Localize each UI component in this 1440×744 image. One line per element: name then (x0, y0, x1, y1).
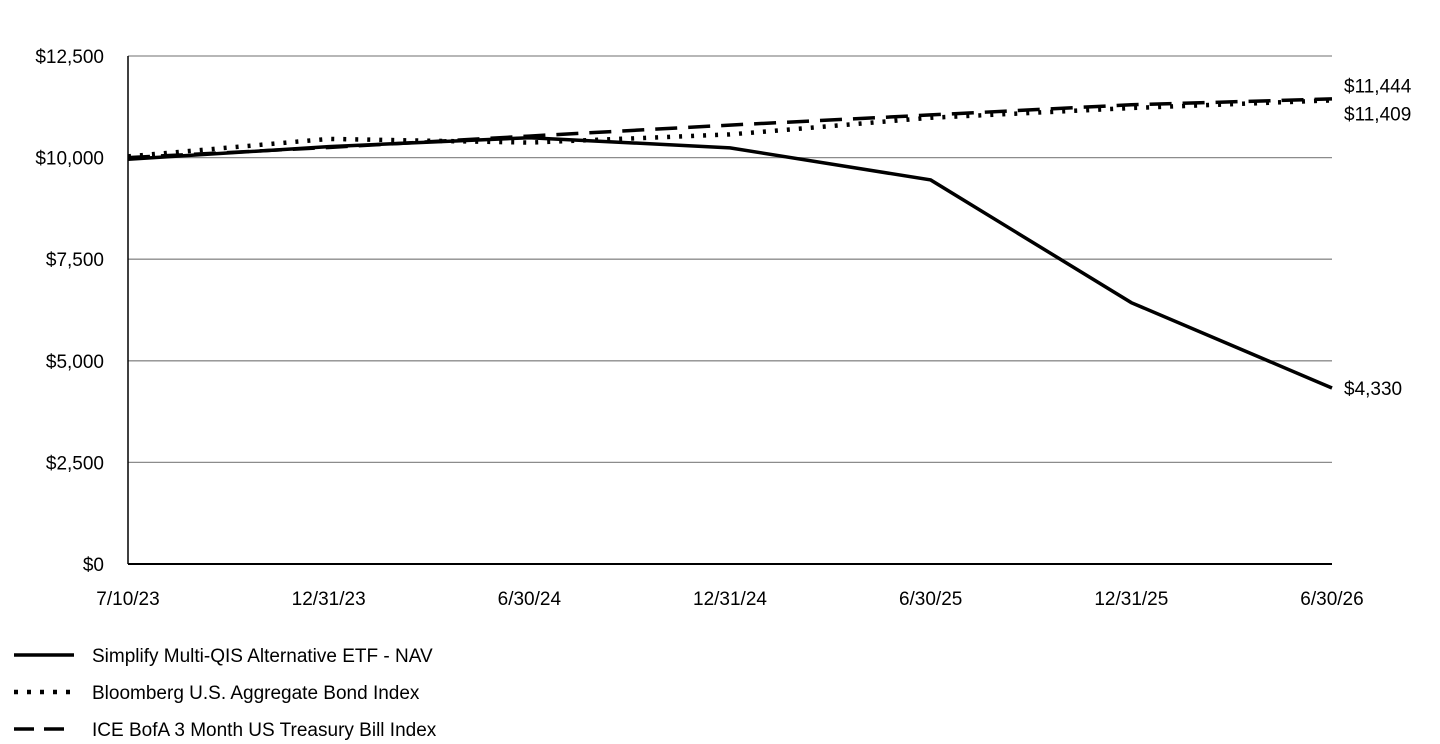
x-tick-label: 6/30/26 (1300, 589, 1363, 610)
legend-label: Simplify Multi-QIS Alternative ETF - NAV (92, 646, 433, 667)
x-tick-label: 6/30/24 (498, 589, 562, 610)
end-value-labels: $11,444 $11,409 $4,330 (1344, 77, 1412, 400)
end-value-label: $11,444 (1344, 77, 1412, 98)
y-tick-label: $2,500 (46, 453, 104, 474)
series-line-bond-index (127, 98, 1333, 159)
legend: Simplify Multi-QIS Alternative ETF - NAV… (14, 646, 437, 741)
y-axis-tick-labels: $0 $2,500 $5,000 $7,500 $10,000 $12,500 (35, 47, 104, 576)
x-axis-tick-labels: 7/10/23 12/31/23 6/30/24 12/31/24 6/30/25 12/… (96, 589, 1363, 610)
x-tick-label: 6/30/25 (899, 589, 962, 610)
x-tick-label: 12/31/25 (1094, 589, 1168, 610)
legend-label: ICE BofA 3 Month US Treasury Bill Index (92, 720, 437, 741)
legend-item-fund-nav: Simplify Multi-QIS Alternative ETF - NAV (14, 646, 433, 667)
legend-item-bond-index: Bloomberg U.S. Aggregate Bond Index (14, 683, 420, 704)
legend-item-tbill-index: ICE BofA 3 Month US Treasury Bill Index (14, 720, 437, 741)
y-tick-label: $5,000 (46, 352, 104, 373)
end-value-label: $11,409 (1344, 105, 1411, 126)
y-tick-label: $10,000 (35, 149, 104, 170)
x-tick-label: 12/31/23 (292, 589, 366, 610)
end-value-label: $4,330 (1344, 379, 1402, 400)
y-tick-label: $12,500 (35, 47, 104, 68)
legend-label: Bloomberg U.S. Aggregate Bond Index (92, 683, 420, 704)
y-tick-label: $7,500 (46, 250, 104, 271)
x-tick-label: 12/31/24 (693, 589, 767, 610)
series-line-fund-nav (127, 135, 1333, 390)
axes (127, 56, 1332, 565)
grid-lines (128, 55, 1332, 464)
x-tick-label: 7/10/23 (96, 589, 159, 610)
series-lines (127, 97, 1333, 390)
y-tick-label: $0 (83, 555, 104, 576)
